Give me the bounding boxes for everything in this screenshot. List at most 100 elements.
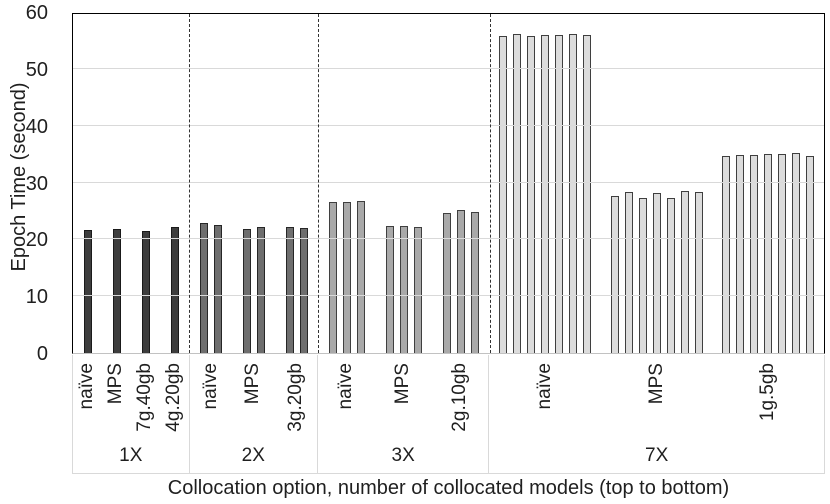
group-label: 3X	[391, 445, 415, 467]
bar	[199, 223, 208, 353]
bar	[666, 197, 675, 353]
option-label: 2g.10gb	[448, 362, 470, 432]
bar-group-3X	[318, 14, 489, 353]
option-label-cell: MPS	[601, 355, 713, 440]
label-group-2X: naïve MPS 3g.20gb 2X	[190, 354, 319, 473]
option-bars-naïve	[73, 14, 102, 353]
group-divider	[317, 14, 319, 353]
option-label-cell: MPS	[375, 355, 432, 440]
bar	[694, 192, 703, 353]
bar	[299, 227, 308, 353]
bar	[83, 229, 92, 353]
label-group-3X: naïve MPS 2g.10gb 3X	[318, 354, 490, 473]
option-label-cell: 1g.5gb	[712, 355, 824, 440]
option-bars-3g.20gb	[275, 14, 318, 353]
group-label: 1X	[119, 445, 143, 467]
bar-group-7X	[489, 14, 824, 353]
option-bars-naïve	[190, 14, 233, 353]
bar-group-2X	[190, 14, 318, 353]
plot-area	[72, 13, 825, 354]
option-label-cell: naïve	[190, 355, 233, 440]
option-bars-MPS	[601, 14, 713, 353]
gridline	[73, 124, 824, 126]
gridline	[73, 238, 824, 240]
bar	[555, 35, 564, 353]
bar	[764, 154, 773, 353]
option-label: naïve	[76, 362, 98, 409]
option-label-cell: naïve	[73, 355, 102, 440]
bar	[242, 229, 251, 353]
y-tick-label: 30	[25, 172, 48, 195]
bar	[680, 191, 689, 353]
bar	[792, 152, 801, 353]
option-label-row: naïve MPS 1g.5gb	[489, 355, 824, 440]
group-divider	[489, 14, 491, 353]
option-label: naïve	[199, 362, 221, 409]
label-group-1X: naïve MPS 7g.40gb 4g.20gb 1X	[73, 354, 190, 473]
option-label-cell: 7g.40gb	[131, 355, 160, 440]
bar	[624, 191, 633, 353]
label-group-7X: naïve MPS 1g.5gb 7X	[489, 355, 824, 473]
group-label: 2X	[241, 445, 265, 467]
option-label: MPS	[392, 362, 414, 404]
option-bars-MPS	[232, 14, 275, 353]
y-tick-label: 10	[25, 286, 48, 309]
y-tick-label: 0	[36, 343, 48, 365]
option-bars-2g.10gb	[432, 14, 489, 353]
option-label: 3g.20gb	[284, 362, 306, 432]
bar	[778, 153, 787, 353]
bar	[638, 198, 647, 353]
bar-group-1X	[73, 14, 190, 353]
option-label: MPS	[645, 362, 667, 404]
option-label-cell: MPS	[102, 355, 131, 440]
option-label: naïve	[534, 362, 556, 409]
option-label: 1g.5gb	[757, 362, 779, 421]
y-tick-label: 50	[25, 58, 48, 81]
category-label-band: naïve MPS 7g.40gb 4g.20gb 1X naïve MPS 3g.20gb 2…	[72, 354, 825, 474]
group-label: 7X	[645, 445, 669, 467]
option-label: naïve	[335, 362, 357, 409]
option-label: MPS	[105, 362, 127, 404]
option-label-cell: naïve	[318, 355, 375, 440]
bar	[610, 195, 619, 353]
option-bars-naïve	[318, 14, 375, 353]
y-tick-label: 40	[25, 115, 48, 138]
option-label: 4g.20gb	[163, 362, 185, 432]
bar	[285, 226, 294, 353]
option-label-cell: 3g.20gb	[275, 355, 318, 440]
bar	[722, 155, 731, 353]
option-label-cell: naïve	[489, 355, 601, 440]
option-label-cell: MPS	[232, 355, 275, 440]
bar	[399, 225, 408, 353]
bar	[112, 229, 121, 353]
bar	[569, 33, 578, 353]
group-divider	[188, 14, 190, 353]
option-label-row: naïve MPS 2g.10gb	[318, 355, 488, 440]
bar	[750, 154, 759, 353]
bar	[213, 225, 222, 353]
bar	[513, 33, 522, 353]
option-bars-naïve	[489, 14, 601, 353]
bar	[652, 193, 661, 353]
bar	[470, 211, 479, 353]
bar	[527, 35, 536, 353]
bar	[342, 202, 351, 353]
bar	[442, 213, 451, 353]
option-bars-MPS	[375, 14, 432, 353]
y-tick-label: 20	[25, 229, 48, 252]
bar	[356, 200, 365, 353]
option-label-row: naïve MPS 3g.20gb	[190, 355, 317, 440]
option-label: 7g.40gb	[134, 362, 156, 432]
bar	[385, 226, 394, 353]
bar	[736, 155, 745, 353]
x-axis-title: Collocation option, number of collocated…	[167, 477, 730, 499]
option-bars-4g.20gb	[160, 14, 189, 353]
option-bars-MPS	[102, 14, 131, 353]
gridline	[73, 67, 824, 69]
bar	[413, 227, 422, 353]
bar	[328, 201, 337, 353]
option-bars-1g.5gb	[712, 14, 824, 353]
bar	[806, 156, 815, 353]
option-label-row: naïve MPS 7g.40gb 4g.20gb	[73, 355, 189, 440]
